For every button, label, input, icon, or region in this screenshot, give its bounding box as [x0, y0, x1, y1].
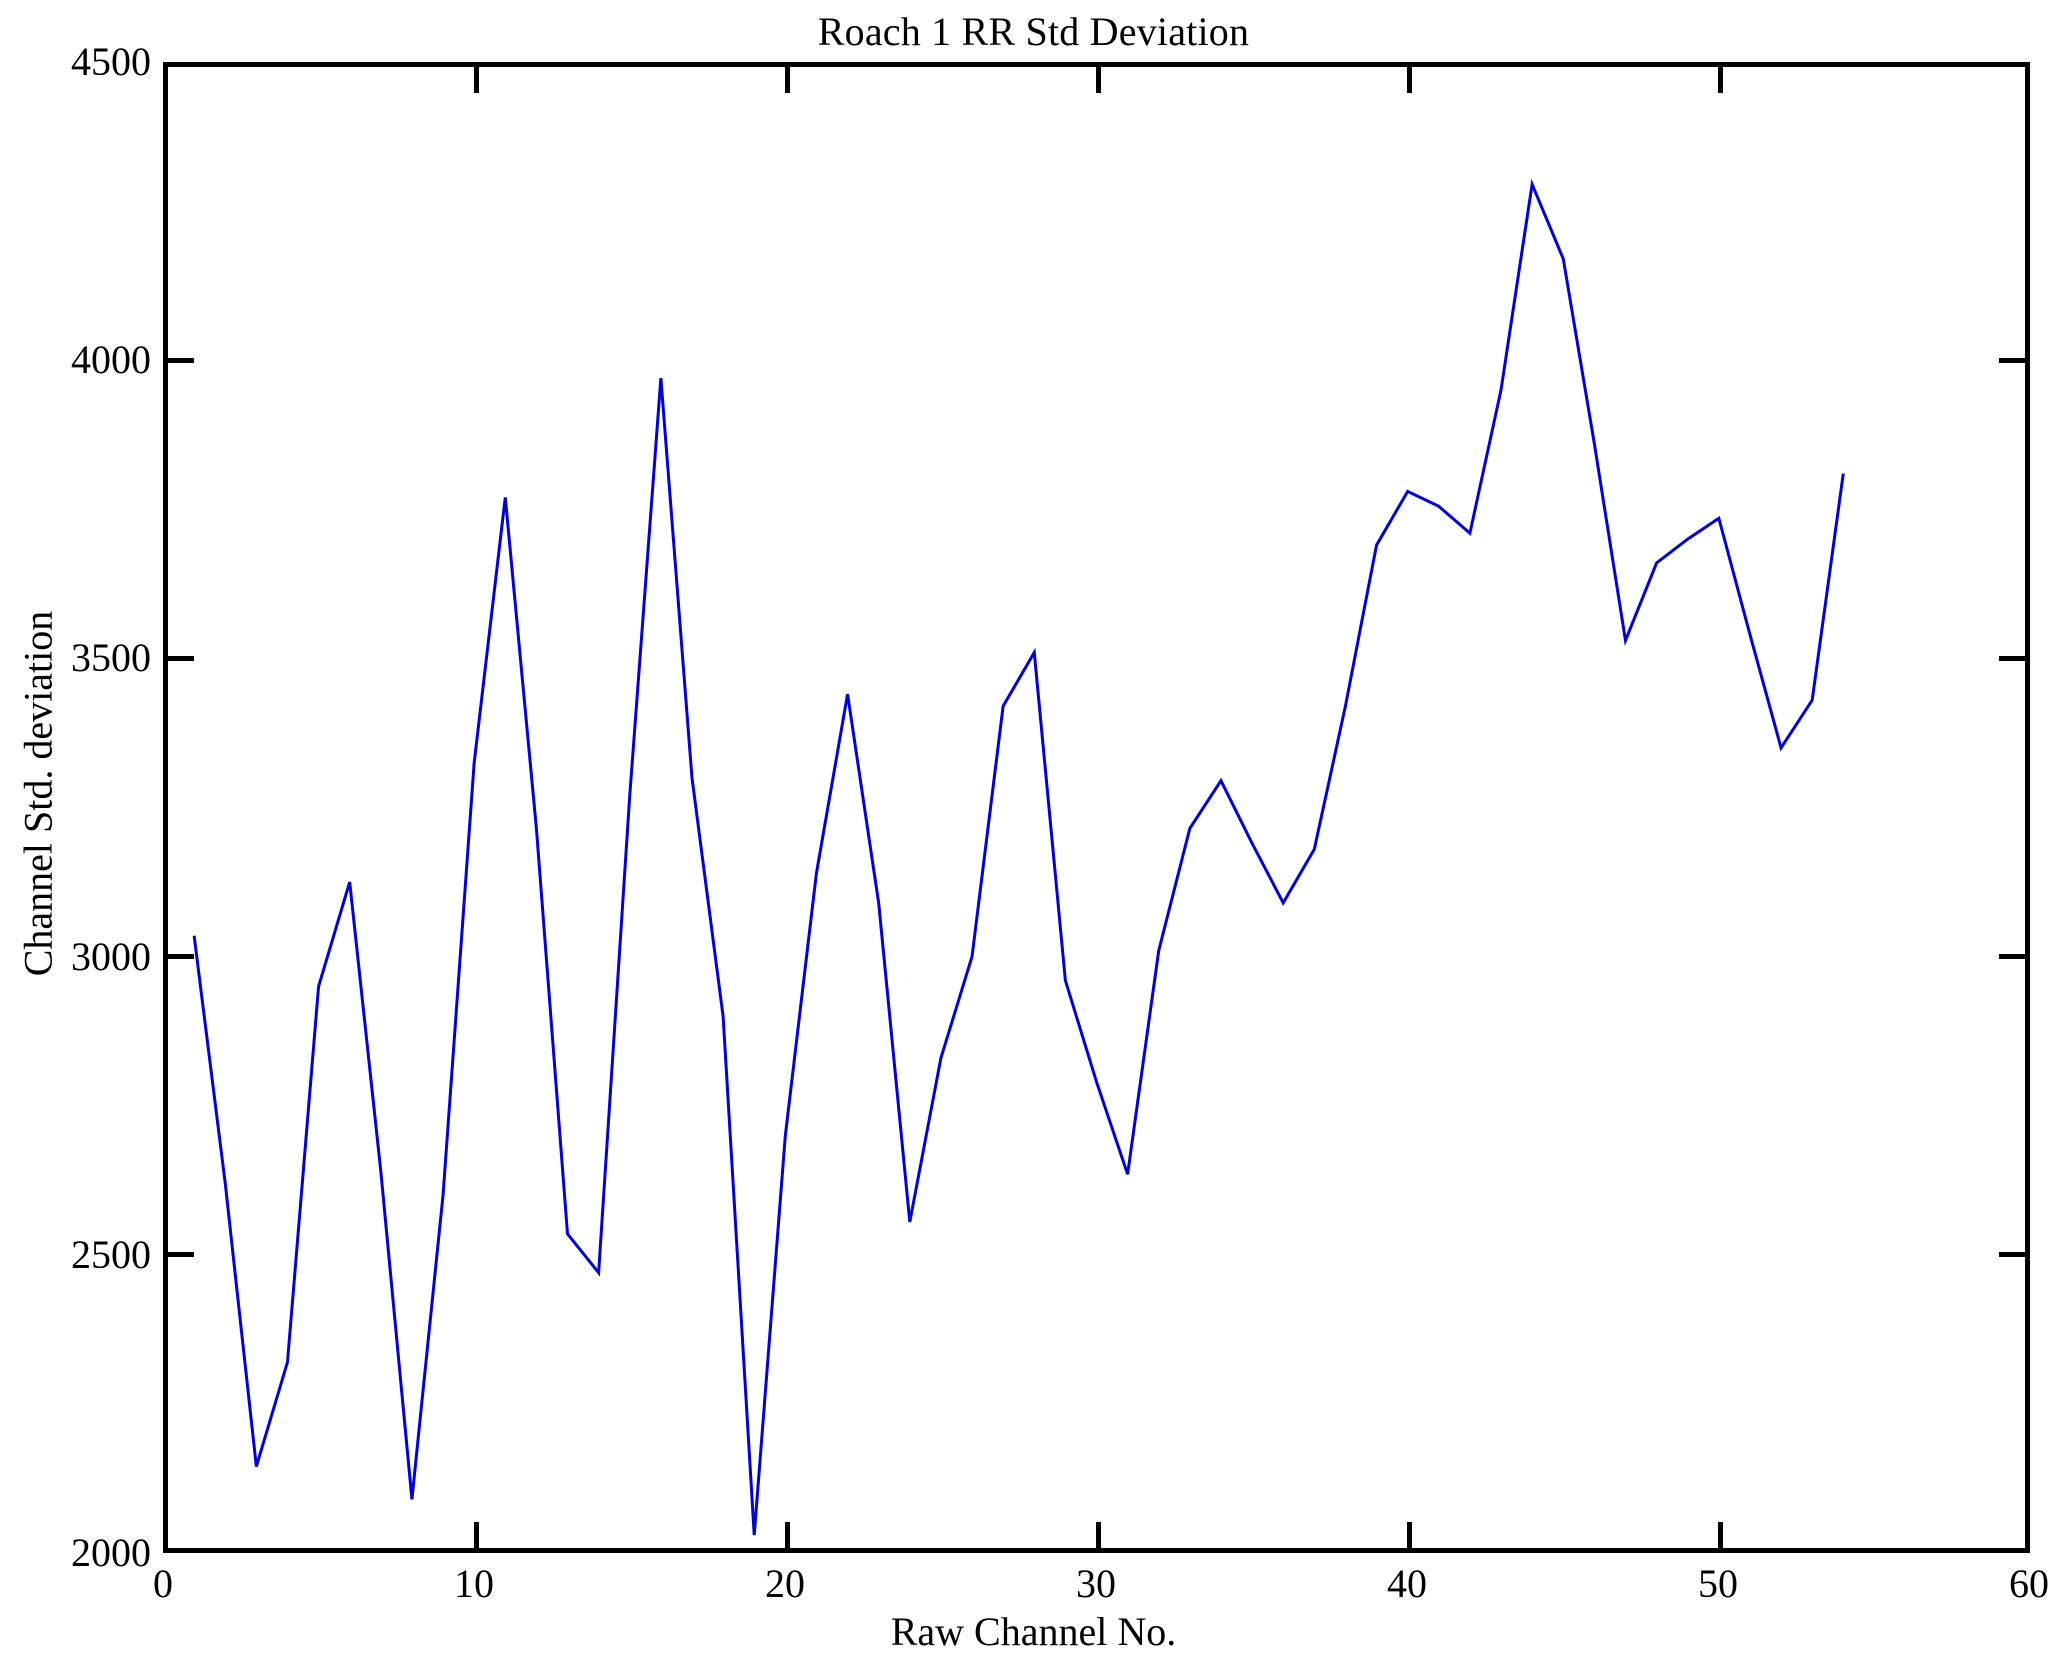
x-tick-label-60: 60 — [2009, 1561, 2049, 1606]
x-tick-label-20: 20 — [765, 1561, 805, 1606]
x-tick-mark-top-20 — [785, 67, 790, 93]
plot-frame-border — [163, 62, 2030, 1553]
x-tick-mark-20 — [785, 1522, 790, 1548]
y-tick-mark-right-4000 — [1999, 358, 2025, 363]
chart-title: Roach 1 RR Std Deviation — [817, 9, 1250, 54]
x-tick-mark-top-30 — [1096, 67, 1101, 93]
x-tick-label-30: 30 — [1076, 1561, 1116, 1606]
x-axis-title: Raw Channel No. — [890, 1609, 1177, 1654]
x-tick-label-0: 0 — [153, 1561, 173, 1606]
y-tick-label-2000: 2000 — [71, 1530, 151, 1575]
plot-area — [163, 62, 2030, 1553]
x-axis-tick-labels: 0 10 20 30 40 50 60 — [0, 1560, 2067, 1620]
y-tick-mark-right-3000 — [1999, 954, 2025, 959]
x-tick-mark-top-10 — [474, 67, 479, 93]
y-tick-label-4000: 4000 — [71, 337, 151, 382]
y-tick-mark-right-3500 — [1999, 656, 2025, 661]
y-tick-mark-3000 — [168, 954, 194, 959]
line-series-channel-std-deviation — [192, 178, 1845, 1536]
x-tick-mark-50 — [1718, 1522, 1723, 1548]
y-tick-mark-4000 — [168, 358, 194, 363]
x-tick-mark-40 — [1407, 1522, 1412, 1548]
x-tick-mark-30 — [1096, 1522, 1101, 1548]
x-tick-mark-top-40 — [1407, 67, 1412, 93]
x-tick-label-10: 10 — [454, 1561, 494, 1606]
y-tick-label-2500: 2500 — [71, 1232, 151, 1277]
y-tick-label-4500: 4500 — [71, 39, 151, 84]
data-series-plot — [192, 178, 1845, 1536]
y-tick-mark-3500 — [168, 656, 194, 661]
x-tick-label-50: 50 — [1698, 1561, 1738, 1606]
x-tick-label-40: 40 — [1387, 1561, 1427, 1606]
y-tick-mark-2500 — [168, 1252, 194, 1257]
x-tick-mark-top-50 — [1718, 67, 1723, 93]
x-tick-mark-10 — [474, 1522, 479, 1548]
y-tick-label-3500: 3500 — [71, 635, 151, 680]
y-axis-tick-labels: 4500 4000 3500 3000 2500 2000 — [0, 0, 163, 1667]
y-tick-label-3000: 3000 — [71, 934, 151, 979]
y-tick-mark-right-2500 — [1999, 1252, 2025, 1257]
y-axis-title: Channel Std. deviation — [15, 610, 61, 977]
